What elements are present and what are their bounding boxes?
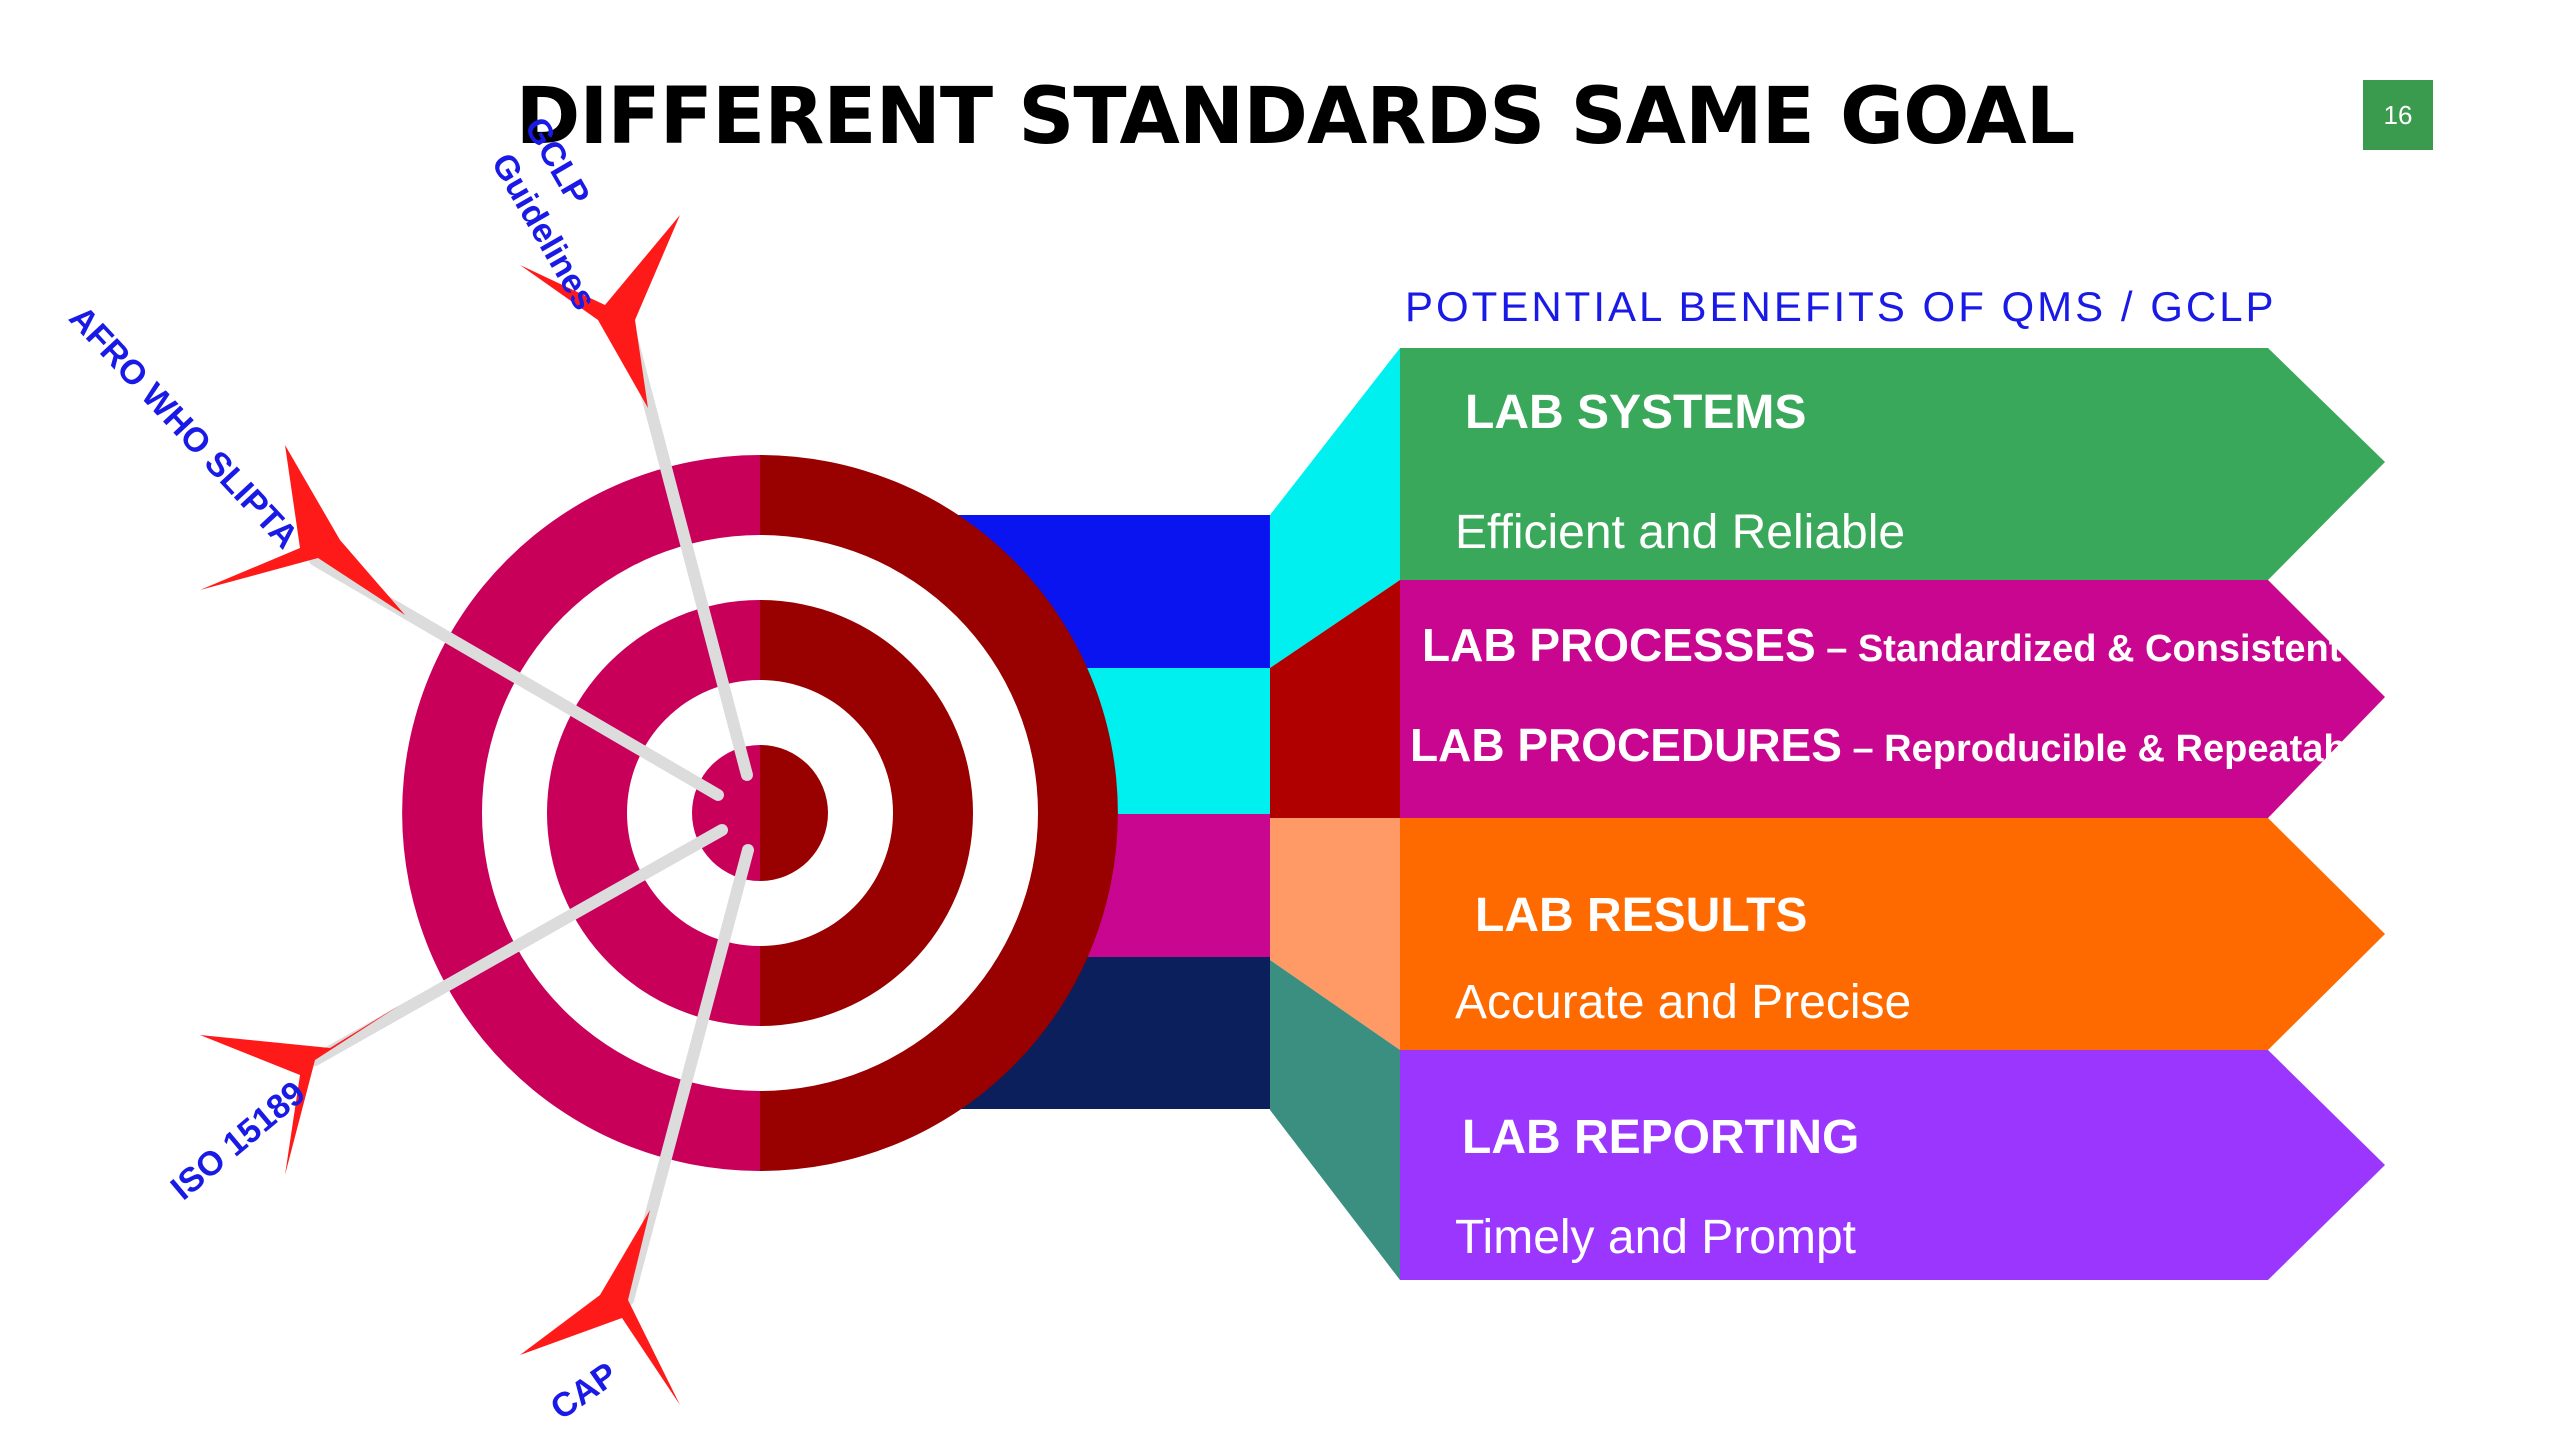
band-results-title: LAB RESULTS: [1475, 889, 1808, 942]
side-panel-systems: [1270, 348, 1400, 668]
side-panel-processes: [1270, 580, 1400, 818]
arrow-iso: [200, 824, 728, 1175]
band-processes-line2: LAB PROCEDURES – Reproducible & Repeatab…: [1410, 718, 2347, 772]
side-panel-reporting: [1270, 960, 1400, 1280]
band-reporting-title: LAB REPORTING: [1462, 1111, 1860, 1164]
arrow-gclp: [520, 215, 753, 781]
band-reporting-subtitle: Timely and Prompt: [1455, 1211, 1857, 1264]
band-processes: [1400, 580, 2385, 818]
band-procedures-title: LAB PROCEDURES: [1410, 719, 1842, 771]
band-systems-subtitle: Efficient and Reliable: [1455, 506, 1906, 559]
band-results: [1400, 818, 2385, 1050]
band-processes-line1: LAB PROCESSES – Standardized & Consisten…: [1422, 618, 2347, 672]
band-processes-title: LAB PROCESSES: [1422, 619, 1816, 671]
benefits-heading: POTENTIAL BENEFITS OF QMS / GCLP: [1405, 283, 2277, 330]
band-procedures-rest: – Reproducible & Repeatable: [1841, 728, 2347, 770]
page-number-badge: 16: [2363, 80, 2433, 150]
side-panel-results: [1270, 818, 1400, 1050]
arrow-cap: [520, 844, 754, 1405]
target: [402, 455, 1118, 1171]
arrow-slipta: [200, 445, 724, 801]
band-systems-title: LAB SYSTEMS: [1465, 386, 1807, 439]
slide-title: DIFFERENT STANDARDS SAME GOAL: [515, 72, 2076, 162]
band-systems: [1400, 348, 2385, 580]
band-processes-rest: – Standardized & Consistent: [1815, 628, 2342, 670]
band-reporting: [1400, 1050, 2385, 1280]
band-results-subtitle: Accurate and Precise: [1455, 976, 1912, 1029]
